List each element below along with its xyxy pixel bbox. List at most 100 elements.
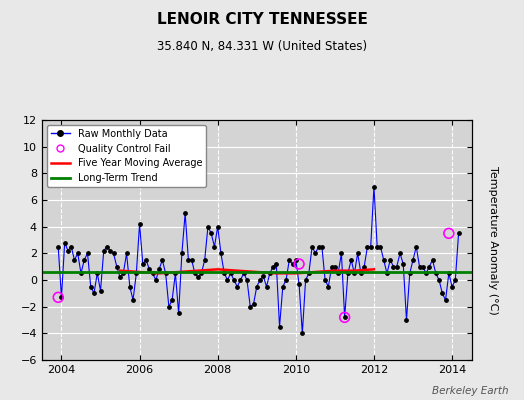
Point bbox=[113, 264, 121, 270]
Point bbox=[70, 257, 79, 263]
Point bbox=[386, 257, 395, 263]
Point bbox=[435, 277, 443, 283]
Point bbox=[259, 273, 267, 279]
Point bbox=[233, 284, 242, 290]
Point bbox=[308, 244, 316, 250]
Point bbox=[321, 277, 329, 283]
Point bbox=[171, 270, 180, 276]
Point bbox=[90, 290, 98, 296]
Point bbox=[285, 257, 293, 263]
Point bbox=[158, 257, 167, 263]
Point bbox=[441, 297, 450, 303]
Point bbox=[110, 250, 118, 256]
Point bbox=[129, 297, 137, 303]
Point bbox=[73, 250, 82, 256]
Point bbox=[425, 264, 433, 270]
Point bbox=[311, 250, 320, 256]
Point bbox=[184, 257, 193, 263]
Point bbox=[151, 277, 160, 283]
Point bbox=[392, 264, 401, 270]
Point bbox=[412, 244, 420, 250]
Point bbox=[422, 270, 430, 276]
Point bbox=[174, 310, 183, 316]
Point bbox=[191, 270, 199, 276]
Point bbox=[96, 288, 105, 294]
Point bbox=[253, 284, 261, 290]
Point bbox=[135, 221, 144, 227]
Point bbox=[80, 257, 89, 263]
Point bbox=[106, 248, 114, 254]
Point bbox=[54, 294, 62, 300]
Point bbox=[249, 301, 258, 307]
Point bbox=[288, 261, 297, 267]
Point bbox=[445, 230, 453, 236]
Point bbox=[178, 250, 186, 256]
Point bbox=[204, 224, 212, 230]
Point bbox=[347, 257, 355, 263]
Point bbox=[298, 330, 307, 336]
Point bbox=[210, 244, 219, 250]
Point bbox=[226, 270, 235, 276]
Point bbox=[360, 264, 368, 270]
Point bbox=[331, 264, 339, 270]
Point bbox=[295, 281, 303, 287]
Point bbox=[363, 244, 372, 250]
Point bbox=[354, 250, 362, 256]
Point bbox=[86, 284, 95, 290]
Point bbox=[438, 290, 446, 296]
Text: 35.840 N, 84.331 W (United States): 35.840 N, 84.331 W (United States) bbox=[157, 40, 367, 53]
Point bbox=[451, 277, 460, 283]
Point bbox=[304, 270, 313, 276]
Point bbox=[201, 257, 209, 263]
Point bbox=[445, 270, 453, 276]
Point bbox=[344, 270, 352, 276]
Point bbox=[243, 277, 251, 283]
Point bbox=[279, 284, 287, 290]
Point bbox=[350, 270, 358, 276]
Point bbox=[389, 264, 398, 270]
Point bbox=[197, 270, 205, 276]
Point bbox=[337, 250, 346, 256]
Point bbox=[454, 230, 463, 236]
Point bbox=[83, 250, 92, 256]
Point bbox=[123, 250, 131, 256]
Point bbox=[406, 270, 414, 276]
Point bbox=[60, 240, 69, 246]
Point bbox=[396, 250, 404, 256]
Point bbox=[318, 244, 326, 250]
Point bbox=[188, 257, 196, 263]
Point bbox=[54, 244, 62, 250]
Point bbox=[357, 270, 365, 276]
Point bbox=[416, 264, 424, 270]
Point bbox=[383, 270, 391, 276]
Point bbox=[295, 261, 303, 267]
Point bbox=[165, 304, 173, 310]
Point bbox=[324, 284, 333, 290]
Point bbox=[341, 314, 349, 320]
Point bbox=[57, 294, 66, 300]
Point bbox=[217, 250, 225, 256]
Point bbox=[145, 266, 154, 272]
Point bbox=[139, 261, 147, 267]
Point bbox=[103, 244, 111, 250]
Point bbox=[282, 277, 290, 283]
Legend: Raw Monthly Data, Quality Control Fail, Five Year Moving Average, Long-Term Tren: Raw Monthly Data, Quality Control Fail, … bbox=[47, 125, 206, 187]
Point bbox=[93, 270, 102, 276]
Point bbox=[119, 270, 127, 276]
Point bbox=[419, 264, 427, 270]
Point bbox=[223, 277, 232, 283]
Point bbox=[373, 244, 381, 250]
Text: LENOIR CITY TENNESSEE: LENOIR CITY TENNESSEE bbox=[157, 12, 367, 27]
Point bbox=[155, 266, 163, 272]
Point bbox=[194, 274, 202, 280]
Point bbox=[77, 270, 85, 276]
Point bbox=[432, 270, 440, 276]
Point bbox=[272, 261, 280, 267]
Point bbox=[428, 257, 436, 263]
Point bbox=[132, 270, 140, 276]
Point bbox=[370, 184, 378, 190]
Point bbox=[168, 297, 176, 303]
Point bbox=[220, 270, 228, 276]
Point bbox=[148, 270, 157, 276]
Point bbox=[376, 244, 385, 250]
